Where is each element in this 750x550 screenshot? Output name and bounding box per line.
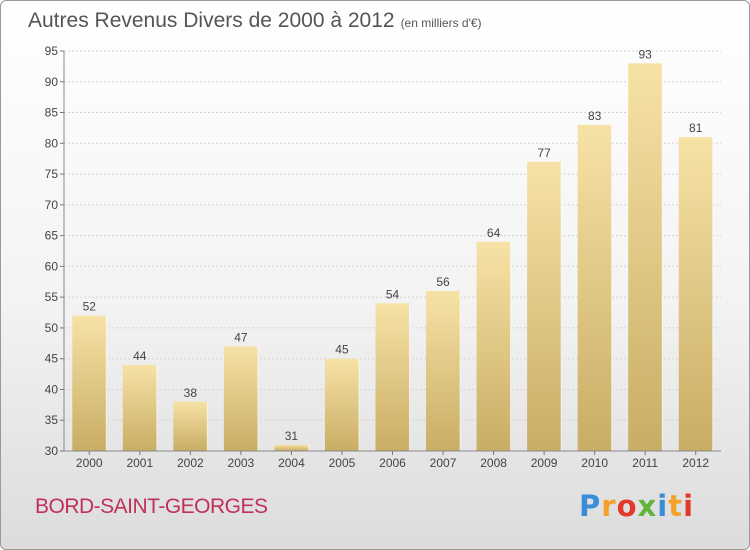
data-label-2008: 64 bbox=[487, 226, 501, 240]
x-tick-label-2004: 2004 bbox=[278, 456, 305, 470]
y-tick-label: 55 bbox=[45, 290, 59, 304]
data-label-2006: 54 bbox=[386, 287, 400, 301]
x-tick-label-2010: 2010 bbox=[581, 456, 608, 470]
y-tick-label: 35 bbox=[45, 413, 59, 427]
y-tick-label: 60 bbox=[45, 259, 59, 273]
bar-2006 bbox=[375, 303, 410, 451]
y-axis: 30 35 40 45 50 55 60 65 70 75 80 85 90 95 bbox=[45, 44, 65, 458]
data-label-2009: 77 bbox=[537, 146, 551, 160]
x-tick-label-2003: 2003 bbox=[228, 456, 255, 470]
y-tick-label: 70 bbox=[45, 198, 59, 212]
place-name: BORD-SAINT-GEORGES bbox=[35, 495, 268, 518]
y-tick-label: 95 bbox=[45, 44, 59, 58]
data-label-2005: 45 bbox=[335, 343, 349, 357]
data-label-2003: 47 bbox=[234, 330, 248, 344]
y-tick-label: 30 bbox=[45, 444, 59, 458]
bars bbox=[72, 63, 714, 452]
bar-2001 bbox=[122, 364, 157, 451]
bar-2011 bbox=[628, 63, 663, 452]
x-tick-label-2007: 2007 bbox=[430, 456, 457, 470]
logo-letter: t bbox=[668, 489, 684, 523]
bar-2000 bbox=[72, 315, 107, 451]
x-tick-label-2009: 2009 bbox=[531, 456, 558, 470]
data-label-2011: 93 bbox=[639, 47, 653, 61]
logo-letter: P bbox=[579, 489, 602, 523]
bar-2012 bbox=[678, 137, 713, 451]
y-tick-label: 90 bbox=[45, 75, 59, 89]
x-tick-label-2002: 2002 bbox=[177, 456, 204, 470]
chart-title-unit: (en milliers d'€) bbox=[400, 16, 482, 30]
y-tick-label: 80 bbox=[45, 136, 59, 150]
bar-2007 bbox=[426, 291, 461, 451]
y-tick-label: 50 bbox=[45, 321, 59, 335]
bar-2004 bbox=[274, 444, 309, 451]
logo-letter: i bbox=[657, 489, 669, 523]
y-tick-label: 45 bbox=[45, 352, 59, 366]
data-label-2007: 56 bbox=[436, 275, 450, 289]
x-tick-label-2008: 2008 bbox=[480, 456, 507, 470]
data-label-2004: 31 bbox=[285, 429, 299, 443]
bar-2009 bbox=[527, 161, 562, 451]
x-tick-label-2001: 2001 bbox=[126, 456, 153, 470]
data-labels: 52 44 38 47 31 45 54 56 64 77 83 93 81 bbox=[83, 47, 703, 443]
x-tick-label-2000: 2000 bbox=[76, 456, 103, 470]
y-tick-label: 85 bbox=[45, 106, 59, 120]
y-tick-label: 75 bbox=[45, 167, 59, 181]
chart-title: Autres Revenus Divers de 2000 à 2012 (en … bbox=[28, 9, 482, 33]
logo-letter: x bbox=[637, 489, 658, 523]
data-label-2012: 81 bbox=[689, 121, 703, 135]
data-label-2010: 83 bbox=[588, 109, 602, 123]
x-tick-label-2012: 2012 bbox=[682, 456, 709, 470]
y-tick-label: 65 bbox=[45, 229, 59, 243]
bar-2003 bbox=[223, 346, 258, 451]
chart-title-text: Autres Revenus Divers de 2000 à 2012 bbox=[28, 9, 395, 32]
y-tick-label: 40 bbox=[45, 382, 59, 396]
x-tick-label-2005: 2005 bbox=[329, 456, 356, 470]
logo-letter: o bbox=[616, 489, 638, 523]
bar-2010 bbox=[577, 124, 612, 451]
proxiti-logo: Proxiti bbox=[579, 489, 694, 523]
x-tick-label-2006: 2006 bbox=[379, 456, 406, 470]
bar-2008 bbox=[476, 241, 511, 451]
logo-letter: i bbox=[683, 489, 695, 523]
data-label-2000: 52 bbox=[83, 300, 97, 314]
x-axis: 2000 2001 2002 2003 2004 2005 2006 2007 2008 2009… bbox=[64, 450, 721, 470]
x-tick-label-2011: 2011 bbox=[632, 456, 658, 470]
bar-2005 bbox=[324, 358, 359, 451]
logo-letter: r bbox=[601, 489, 617, 523]
bar-2002 bbox=[173, 401, 208, 451]
data-label-2001: 44 bbox=[133, 349, 147, 363]
data-label-2002: 38 bbox=[184, 386, 198, 400]
